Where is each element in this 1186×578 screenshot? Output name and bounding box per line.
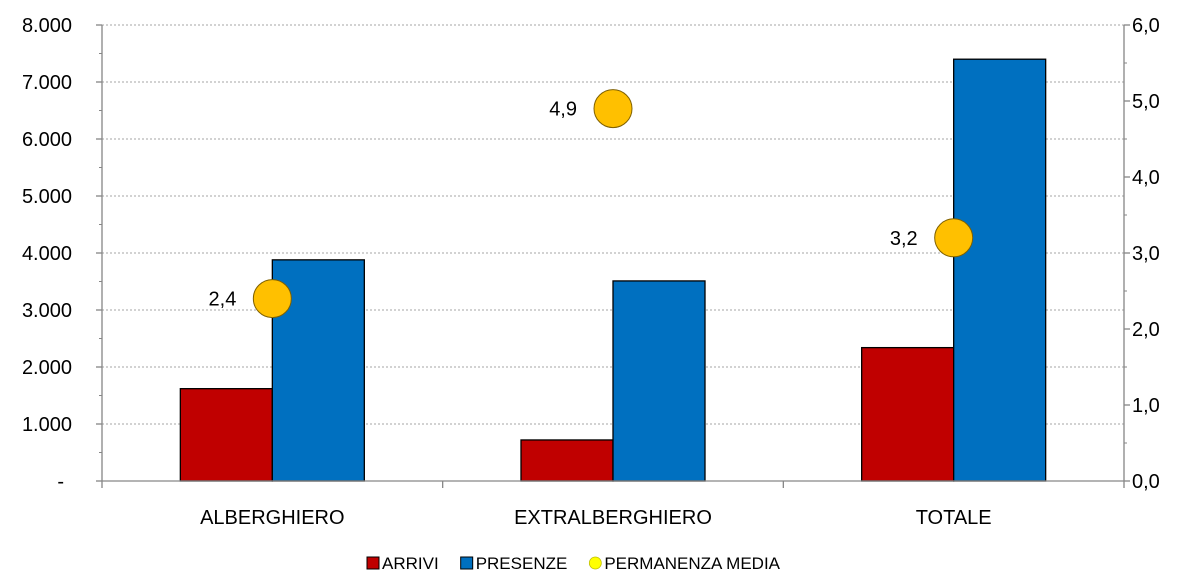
left-tick-label: 4.000: [22, 243, 72, 265]
marker-data-label: 2,4: [209, 289, 237, 311]
legend-swatch-arrivi: [366, 556, 380, 570]
marker-permanenza-media: [252, 279, 292, 319]
marker-permanenza-media: [934, 218, 974, 258]
right-tick-label: 1,0: [1132, 395, 1160, 417]
left-tick-label: 8.000: [22, 15, 72, 37]
bar-presenze: [612, 280, 706, 482]
x-category-label: TOTALE: [916, 507, 992, 529]
bar-presenze: [953, 58, 1047, 482]
left-tick-label: 2.000: [22, 357, 72, 379]
legend-label-permanenza-media: PERMANENZA MEDIA: [604, 554, 780, 573]
right-tick-label: 5,0: [1132, 91, 1160, 113]
legend-label-arrivi: ARRIVI: [382, 554, 439, 573]
left-tick-label: -: [57, 471, 64, 493]
bar-arrivi: [179, 388, 273, 482]
legend-label-presenze: PRESENZE: [476, 554, 568, 573]
legend: ARRIVI PRESENZE PERMANENZA MEDIA: [366, 554, 781, 573]
right-tick-label: 4,0: [1132, 167, 1160, 189]
left-tick-label: 3.000: [22, 300, 72, 322]
left-tick-label: 1.000: [22, 414, 72, 436]
marker-data-label: 3,2: [890, 228, 918, 250]
legend-swatch-presenze: [460, 556, 474, 570]
legend-swatch-permanenza-media: [588, 556, 602, 570]
marker-permanenza-media: [593, 89, 633, 129]
right-tick-label: 6,0: [1132, 15, 1160, 37]
bar-arrivi: [861, 346, 955, 482]
marker-data-label: 4,9: [549, 99, 577, 121]
left-tick-label: 7.000: [22, 72, 72, 94]
left-tick-label: 6.000: [22, 129, 72, 151]
x-category-label: ALBERGHIERO: [200, 507, 344, 529]
left-tick-label: 5.000: [22, 186, 72, 208]
right-tick-label: 0,0: [1132, 471, 1160, 493]
labels: - 1.000 2.000 3.000 4.000 5.000 6.000 7.000 8.00…: [22, 15, 1160, 529]
bars: [179, 58, 1047, 482]
bar-arrivi: [520, 439, 614, 482]
right-tick-label: 2,0: [1132, 319, 1160, 341]
markers: [252, 89, 974, 319]
x-category-label: EXTRALBERGHIERO: [514, 507, 712, 529]
axes: [96, 24, 1130, 488]
right-tick-label: 3,0: [1132, 243, 1160, 265]
